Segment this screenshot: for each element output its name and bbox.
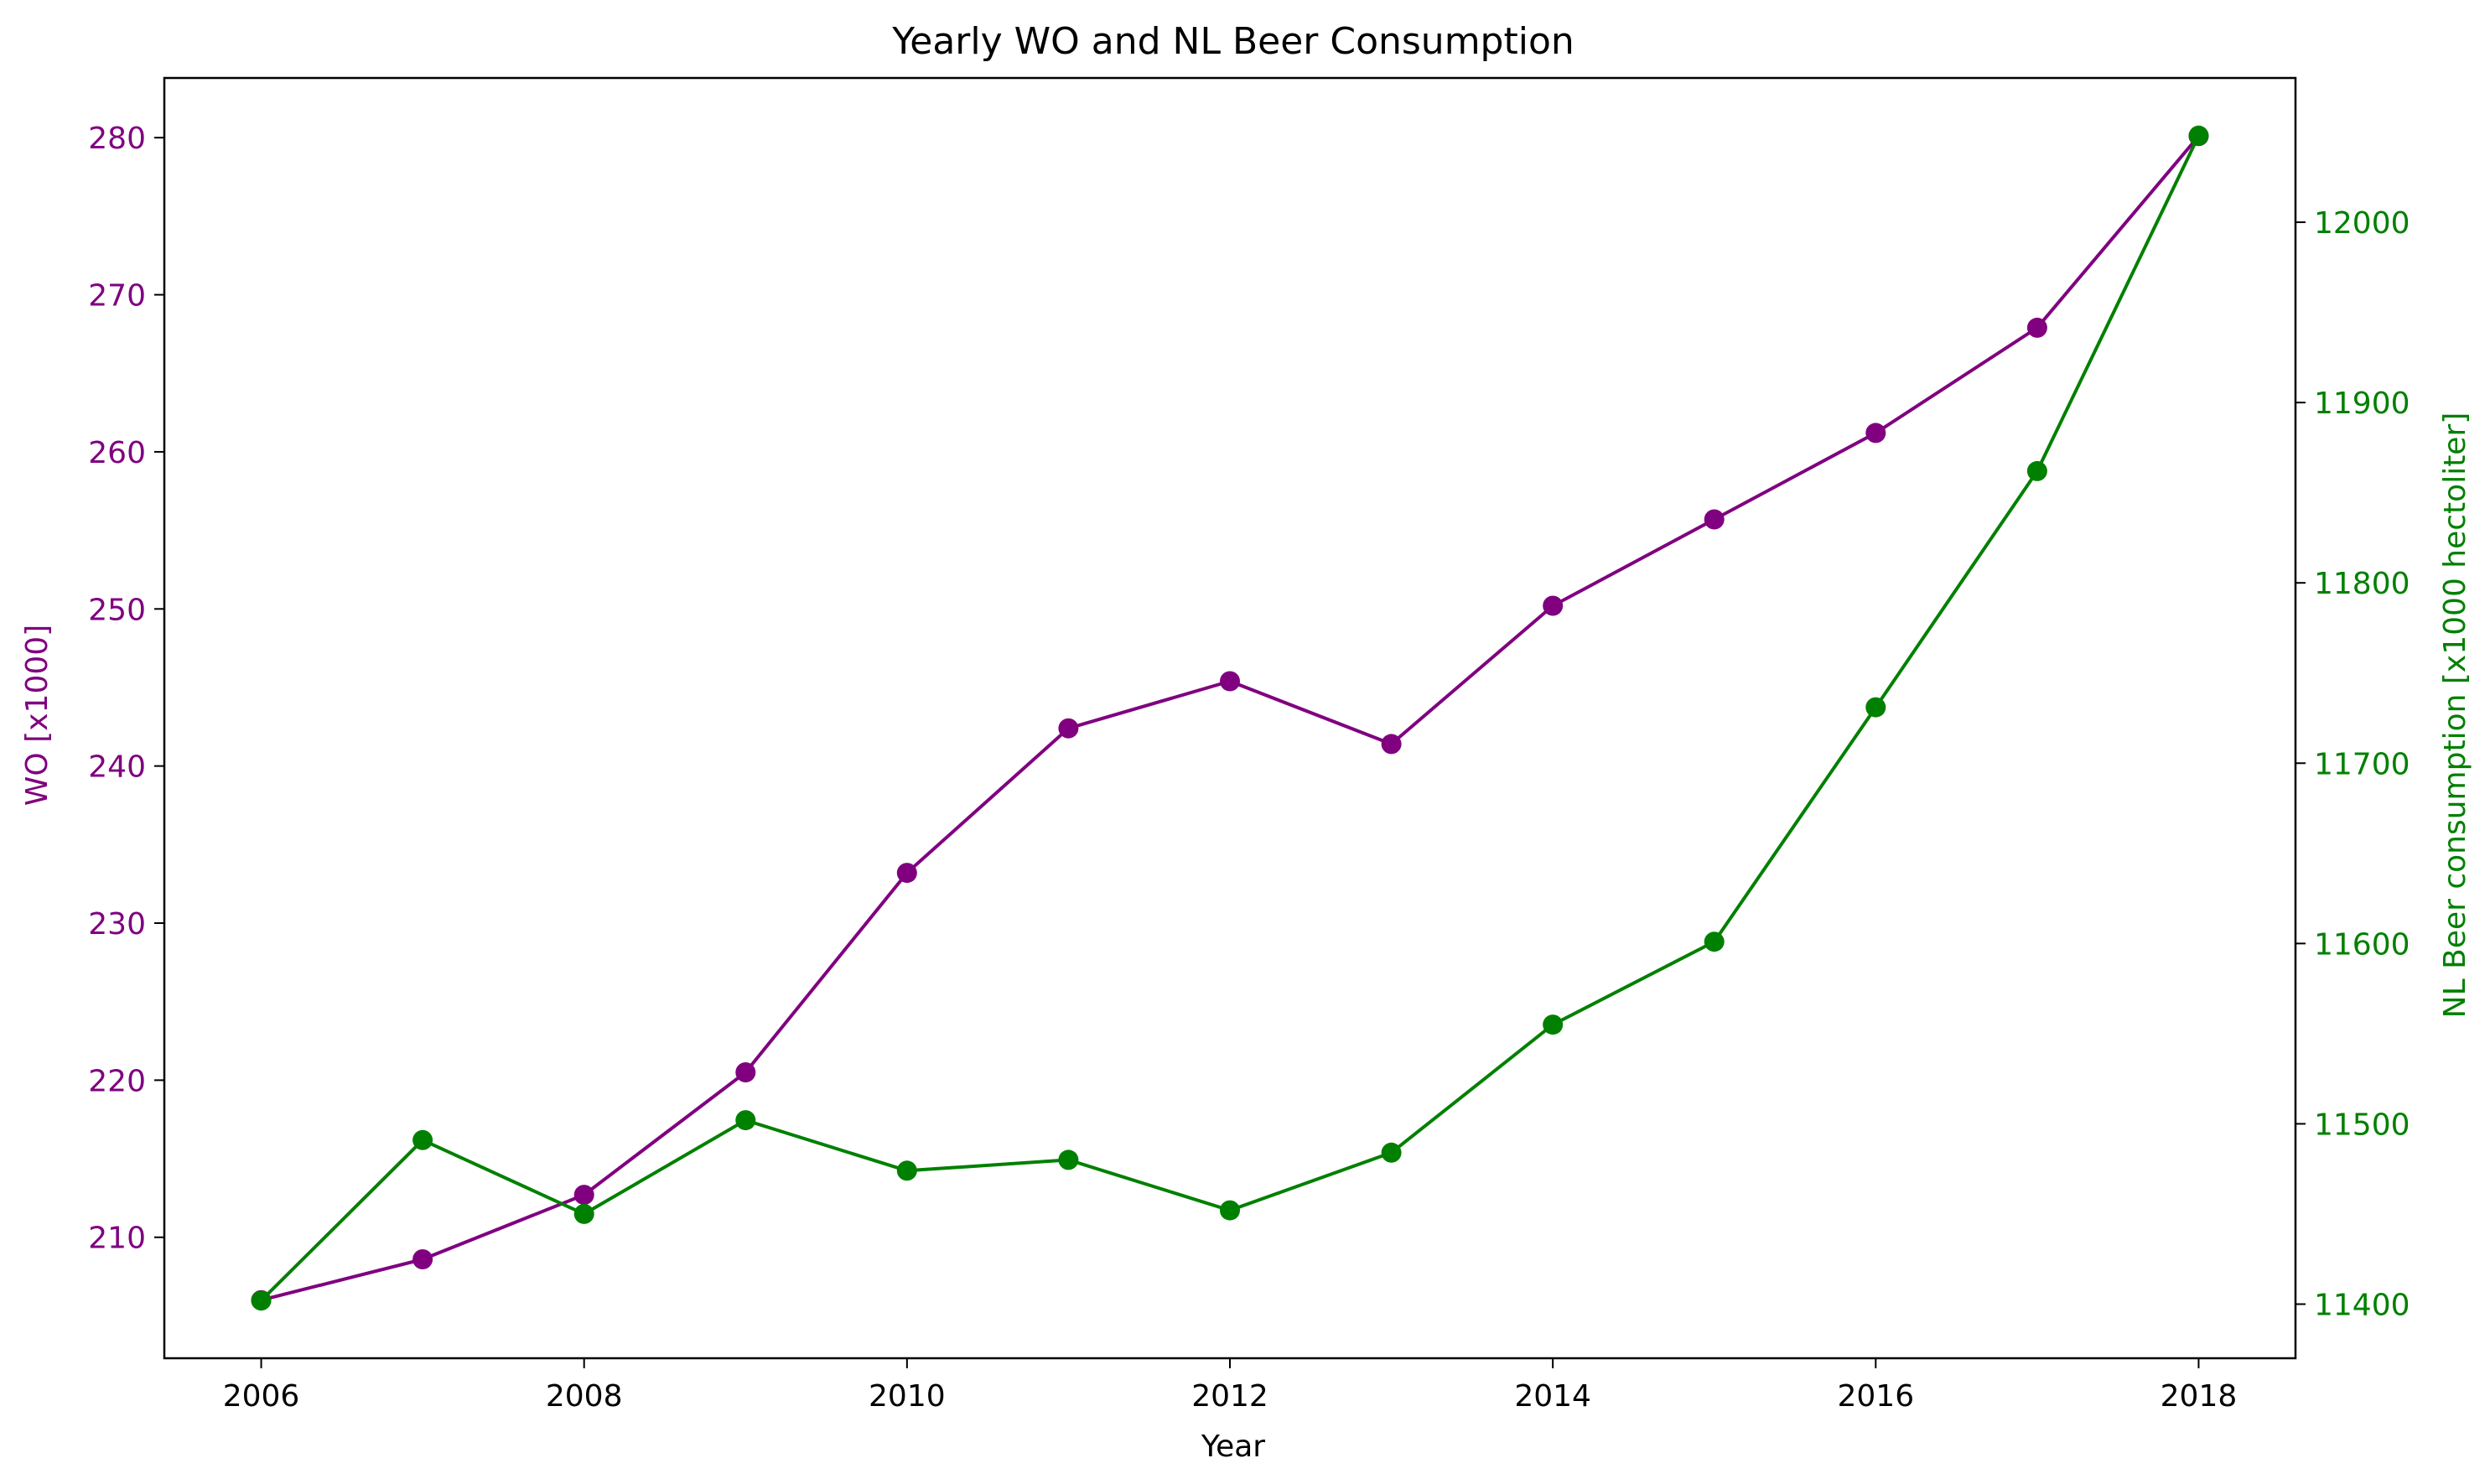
data-point-left — [1704, 509, 1725, 530]
data-point-right — [573, 1203, 594, 1224]
data-point-right — [2026, 460, 2047, 481]
left-y-tick-label: 260 — [88, 436, 146, 470]
plot-layer: 2006 2008 2010 2012 2014 2016 2018 210 220 230 240… — [88, 76, 2410, 1414]
x-tick-label: 2018 — [2161, 1379, 2238, 1414]
data-point-left — [573, 1185, 594, 1206]
data-point-left — [412, 1249, 433, 1269]
right-y-tick-label: 11500 — [2314, 1108, 2410, 1142]
x-tick-label: 2010 — [869, 1379, 946, 1414]
x-tick-label: 2016 — [1837, 1379, 1914, 1414]
data-point-right — [2188, 125, 2209, 146]
data-point-left — [1220, 671, 1240, 692]
right-y-tick-label: 11600 — [2314, 927, 2410, 962]
x-tick-label: 2014 — [1514, 1379, 1591, 1414]
left-axis-title: WO [x1000] — [20, 625, 54, 806]
left-y-tick-label: 230 — [88, 907, 146, 942]
left-y-tick-label: 280 — [88, 122, 146, 156]
left-y-tick-label: 210 — [88, 1222, 146, 1256]
data-point-left — [1543, 595, 1564, 616]
data-point-left — [2026, 317, 2047, 338]
left-y-tick-label: 220 — [88, 1064, 146, 1098]
data-point-right — [1220, 1200, 1240, 1221]
data-point-left — [1865, 423, 1886, 444]
chart-title: Yearly WO and NL Beer Consumption — [891, 20, 1574, 63]
left-y-tick-label: 250 — [88, 593, 146, 627]
data-point-right — [1543, 1014, 1564, 1035]
left-y-tick-label: 270 — [88, 279, 146, 314]
data-point-left — [1058, 718, 1079, 739]
data-point-right — [1704, 931, 1725, 952]
data-point-right — [735, 1110, 756, 1131]
data-point-left — [735, 1062, 756, 1082]
data-point-right — [1058, 1149, 1079, 1170]
right-y-tick-label: 11700 — [2314, 747, 2410, 781]
x-tick-label: 2006 — [223, 1379, 300, 1414]
right-y-tick-label: 12000 — [2314, 206, 2410, 241]
data-point-left — [896, 863, 917, 884]
data-point-right — [1381, 1142, 1402, 1163]
right-y-tick-label: 11400 — [2314, 1288, 2410, 1322]
data-point-right — [412, 1129, 433, 1150]
x-tick-label: 2008 — [546, 1379, 623, 1414]
x-axis-title: Year — [1201, 1430, 1265, 1464]
right-axis-title: NL Beer consumption [x1000 hectoliter] — [2438, 413, 2472, 1019]
data-point-left — [1381, 734, 1402, 755]
data-point-right — [251, 1290, 272, 1311]
data-point-right — [896, 1160, 917, 1181]
x-tick-label: 2012 — [1191, 1379, 1268, 1414]
data-point-right — [1865, 697, 1886, 718]
right-y-tick-label: 11800 — [2314, 567, 2410, 601]
right-y-tick-label: 11900 — [2314, 387, 2410, 421]
left-y-tick-label: 240 — [88, 750, 146, 785]
